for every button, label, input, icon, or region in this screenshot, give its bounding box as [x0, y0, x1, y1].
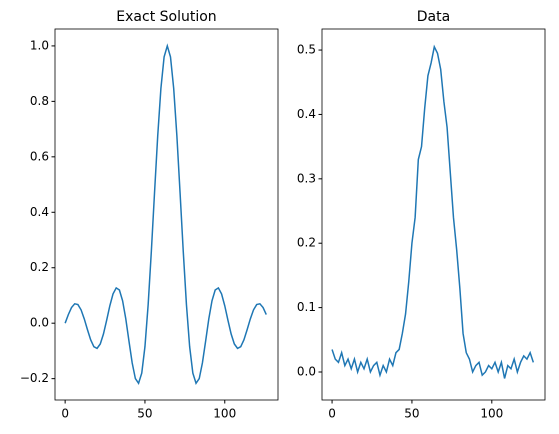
y-tick-label: 0.4	[297, 107, 316, 121]
y-tick-label: 0.2	[297, 236, 316, 250]
axes-frame	[54, 28, 279, 401]
x-tick-label: 50	[404, 407, 419, 421]
data-line	[331, 44, 535, 379]
y-tick-label: 0.0	[30, 316, 49, 330]
y-tick-label: 0.4	[30, 205, 49, 219]
y-tick-label: 0.1	[297, 300, 316, 314]
y-tick-label: 0.3	[297, 171, 316, 185]
y-tick-label: 0.5	[297, 43, 316, 57]
axes-frame	[321, 28, 546, 401]
y-tick-label: 0.2	[30, 260, 49, 274]
y-tick-label: −0.2	[20, 371, 49, 385]
x-tick-label: 100	[213, 407, 236, 421]
x-tick-label: 50	[137, 407, 152, 421]
chart-title: Data	[417, 9, 450, 25]
y-tick-label: 0.6	[30, 149, 49, 163]
x-tick-label: 0	[61, 407, 69, 421]
data-line	[64, 43, 267, 385]
y-tick-label: 0.8	[30, 94, 49, 108]
chart-title: Exact Solution	[116, 9, 216, 25]
x-tick-label: 100	[480, 407, 503, 421]
y-tick-label: 1.0	[30, 38, 49, 52]
x-tick-label: 0	[328, 407, 336, 421]
y-tick-label: 0.0	[297, 364, 316, 378]
